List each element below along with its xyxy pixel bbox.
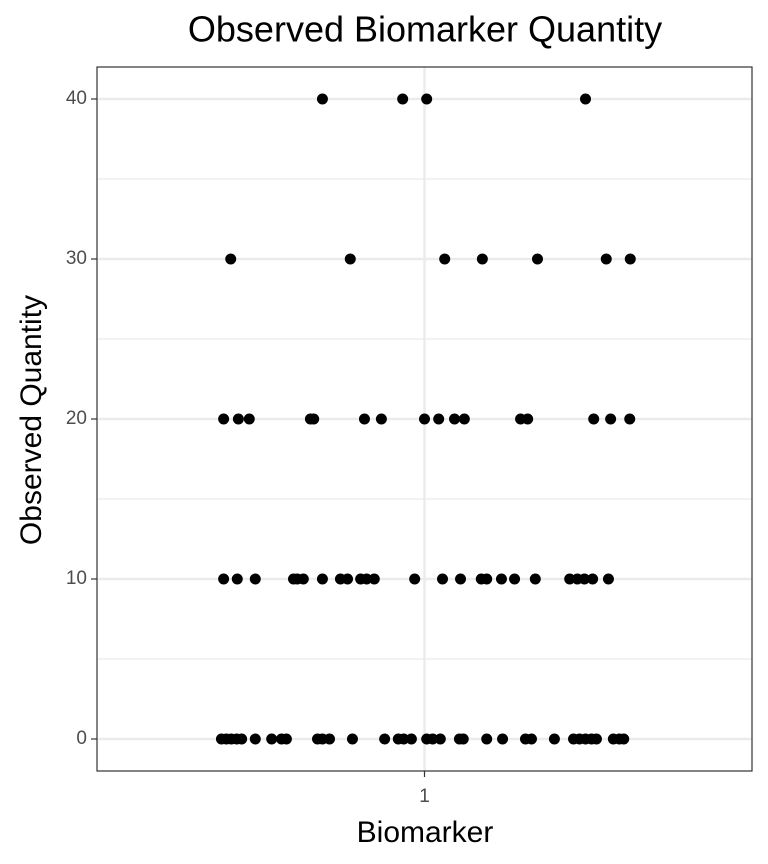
point: [481, 573, 493, 585]
point: [397, 93, 409, 105]
point: [497, 733, 509, 745]
point: [316, 93, 328, 105]
point: [236, 733, 248, 745]
x-axis-title: Biomarker: [357, 816, 494, 849]
x-tick-label: 1: [419, 786, 430, 807]
point: [481, 733, 493, 745]
point: [405, 733, 417, 745]
point: [590, 733, 602, 745]
point: [578, 573, 590, 585]
point: [231, 573, 243, 585]
point: [297, 573, 309, 585]
point: [243, 413, 255, 425]
chart-title: Observed Biomarker Quantity: [188, 9, 662, 50]
point: [439, 253, 451, 265]
point: [495, 573, 507, 585]
point: [434, 733, 446, 745]
point: [280, 733, 292, 745]
point: [368, 573, 380, 585]
point: [529, 573, 541, 585]
point: [316, 573, 328, 585]
point: [218, 413, 230, 425]
point: [419, 413, 430, 425]
point: [605, 413, 617, 425]
y-axis-title: Observed Quantity: [15, 295, 48, 545]
y-tick-label: 20: [66, 408, 87, 429]
point: [344, 253, 356, 265]
point: [409, 573, 421, 585]
point: [588, 413, 600, 425]
point: [455, 573, 467, 585]
plot-border: [96, 66, 753, 772]
point: [342, 573, 354, 585]
point: [433, 413, 445, 425]
point: [624, 253, 636, 265]
point: [225, 253, 237, 265]
point: [218, 573, 230, 585]
point: [449, 413, 461, 425]
point: [600, 253, 612, 265]
point: [346, 733, 358, 745]
point: [458, 413, 470, 425]
point: [602, 573, 614, 585]
point: [580, 93, 592, 105]
point: [618, 733, 630, 745]
point: [361, 573, 373, 585]
point: [232, 413, 244, 425]
point: [308, 413, 320, 425]
y-tick-label: 30: [66, 248, 87, 269]
point: [266, 733, 278, 745]
point: [324, 733, 336, 745]
y-tick-label: 0: [76, 728, 87, 749]
point: [548, 733, 560, 745]
point: [531, 253, 543, 265]
point: [457, 733, 469, 745]
point: [427, 733, 439, 745]
y-tick-label: 40: [66, 88, 87, 109]
point: [587, 573, 599, 585]
point: [249, 733, 261, 745]
point: [379, 733, 391, 745]
point: [358, 413, 370, 425]
y-tick-label: 10: [66, 568, 87, 589]
point: [624, 413, 636, 425]
point: [476, 253, 488, 265]
point: [421, 93, 433, 105]
point: [564, 573, 576, 585]
point: [398, 733, 410, 745]
point: [437, 573, 449, 585]
point: [525, 733, 537, 745]
point: [522, 413, 534, 425]
point: [509, 573, 521, 585]
point: [375, 413, 387, 425]
point: [249, 573, 261, 585]
